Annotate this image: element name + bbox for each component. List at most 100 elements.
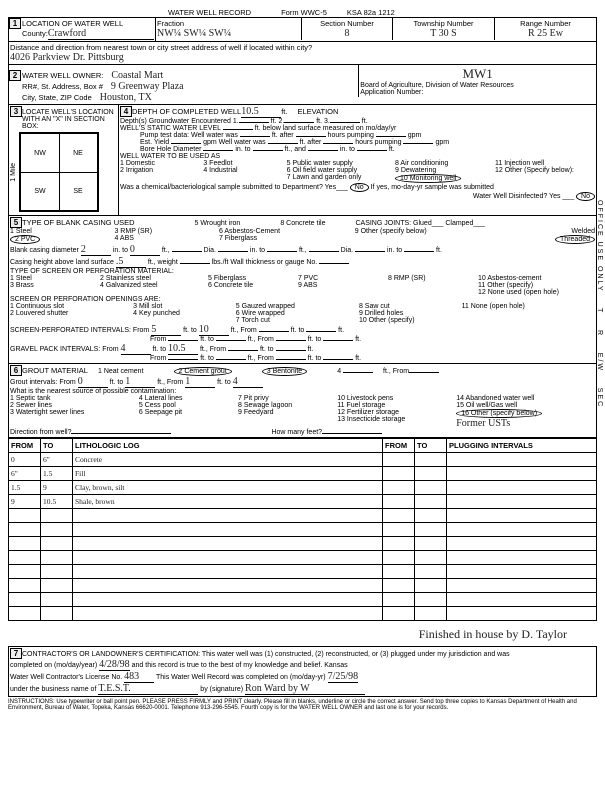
s7[interactable]: 7 PVC: [298, 275, 388, 282]
owner-value[interactable]: Coastal Mart: [111, 70, 163, 81]
o2[interactable]: 2 Louvered shutter: [10, 310, 133, 317]
u5[interactable]: 5 Public water supply: [287, 160, 395, 167]
p7[interactable]: 7 Pit privy: [238, 395, 337, 402]
lic-value[interactable]: 483: [124, 671, 154, 683]
to-value[interactable]: 0: [130, 244, 160, 256]
o3[interactable]: 3 Mill slot: [133, 303, 236, 310]
s4[interactable]: 4 Galvanized steel: [100, 282, 208, 289]
p16-val[interactable]: Former USTs: [456, 418, 595, 429]
p1[interactable]: 1 Septic tank: [10, 395, 139, 402]
u6[interactable]: 6 Oil field water supply: [287, 167, 395, 174]
p12[interactable]: 12 Fertilizer storage: [337, 409, 456, 416]
s11[interactable]: 11 Other (specify): [478, 282, 595, 289]
threaded[interactable]: Threaded: [555, 235, 595, 244]
c3[interactable]: 3 RMP (SR): [114, 228, 218, 235]
p15[interactable]: 15 Oil well/Gas well: [456, 402, 595, 409]
c1[interactable]: 1 Steel: [10, 228, 114, 235]
gravel-to1[interactable]: 10.5: [168, 343, 198, 355]
c5[interactable]: 5 Wrought iron: [195, 220, 241, 227]
s3[interactable]: 3 Brass: [10, 282, 100, 289]
o8[interactable]: 8 Saw cut: [359, 303, 462, 310]
s2[interactable]: 2 Stainless steel: [100, 275, 208, 282]
city-value[interactable]: Houston, TX: [100, 92, 152, 103]
o4[interactable]: 4 Key punched: [133, 310, 236, 317]
s9[interactable]: 9 ABS: [298, 282, 388, 289]
section-box[interactable]: NW NE SW SE: [19, 132, 99, 212]
p13[interactable]: 13 Insecticide storage: [337, 416, 456, 423]
s5[interactable]: 5 Fiberglass: [208, 275, 298, 282]
u4[interactable]: 4 Industrial: [203, 167, 286, 174]
sig-value[interactable]: Ron Ward by W: [245, 683, 365, 695]
u9[interactable]: 9 Dewatering: [395, 167, 495, 174]
township-label: Township Number: [394, 19, 493, 28]
c9[interactable]: 9 Other (specify below): [355, 228, 491, 235]
p2[interactable]: 2 Sewer lines: [10, 402, 139, 409]
u10[interactable]: 10 Monitoring well: [395, 174, 461, 183]
p9[interactable]: 9 Feedyard: [238, 409, 337, 416]
g1[interactable]: 1 Neat cement: [98, 368, 144, 375]
p5[interactable]: 5 Cess pool: [139, 402, 238, 409]
lic-label: Water Well Contractor's License No.: [10, 674, 122, 681]
c4[interactable]: 4 ABS: [114, 235, 218, 242]
s12[interactable]: 12 None used (open hole): [478, 289, 595, 296]
disinfect-no[interactable]: No: [576, 192, 595, 201]
range-value[interactable]: R 25 Ew: [496, 28, 595, 39]
dist-value[interactable]: 4026 Parkview Dr. Pittsburg: [10, 52, 124, 63]
c8[interactable]: 8 Concrete tile: [280, 220, 325, 227]
welded[interactable]: Welded: [491, 228, 595, 235]
p3[interactable]: 3 Watertight sewer lines: [10, 409, 139, 416]
p11[interactable]: 11 Fuel storage: [337, 402, 456, 409]
o7[interactable]: 7 Torch cut: [236, 317, 359, 324]
gi-to[interactable]: 1: [125, 376, 155, 388]
gi-to2[interactable]: 4: [233, 376, 263, 388]
table-row: [9, 607, 597, 621]
u7[interactable]: 7 Lawn and garden only: [287, 174, 395, 181]
section-value[interactable]: 8: [303, 28, 391, 39]
height-value[interactable]: .5: [116, 256, 146, 268]
u8[interactable]: 8 Air conditioning: [395, 160, 495, 167]
county-value[interactable]: Crawford: [48, 28, 154, 40]
c2[interactable]: 2 PVC: [10, 235, 40, 244]
gi-from2[interactable]: 1: [185, 376, 215, 388]
rec-compl-value[interactable]: 7/25/98: [328, 671, 359, 683]
s6[interactable]: 6 Concrete tile: [208, 282, 298, 289]
p10[interactable]: 10 Livestock pens: [337, 395, 456, 402]
diam-value[interactable]: 2: [81, 244, 111, 256]
g2[interactable]: 2 Cement grout: [174, 367, 232, 376]
u1[interactable]: 1 Domestic: [120, 160, 203, 167]
u3[interactable]: 3 Feedlot: [203, 160, 286, 167]
c6[interactable]: 6 Asbestos-Cement: [219, 228, 355, 235]
p8[interactable]: 8 Sewage lagoon: [238, 402, 337, 409]
p14[interactable]: 14 Abandoned water well: [456, 395, 595, 402]
addr-value[interactable]: 9 Greenway Plaza: [111, 81, 184, 92]
c7[interactable]: 7 Fiberglass: [219, 235, 355, 242]
township-value[interactable]: T 30 S: [394, 28, 493, 39]
gi-from[interactable]: 0: [78, 376, 108, 388]
u12[interactable]: 12 Other (Specify below):: [495, 167, 595, 174]
o11[interactable]: 11 None (open hole): [462, 303, 595, 310]
u2[interactable]: 2 Irrigation: [120, 167, 203, 174]
p16[interactable]: 16 Other (specify below): [456, 409, 542, 418]
o9[interactable]: 9 Drilled holes: [359, 310, 462, 317]
o1[interactable]: 1 Continuous slot: [10, 303, 133, 310]
compl-value[interactable]: 4/28/98: [99, 659, 130, 671]
p6[interactable]: 6 Seepage pit: [139, 409, 238, 416]
o10[interactable]: 10 Other (specify): [359, 317, 462, 324]
s10[interactable]: 10 Asbestos-cement: [478, 275, 595, 282]
perf-to1[interactable]: 10: [199, 324, 229, 336]
s8[interactable]: 8 RMP (SR): [388, 275, 478, 282]
s1[interactable]: 1 Steel: [10, 275, 100, 282]
bus-value[interactable]: T.E.S.T.: [98, 683, 198, 695]
perf-from1[interactable]: 5: [151, 324, 181, 336]
gravel-from1[interactable]: 4: [121, 343, 151, 355]
u11[interactable]: 11 Injection well: [495, 160, 595, 167]
depth-value[interactable]: 10.5: [241, 106, 281, 118]
g3[interactable]: 3 Bentonite: [262, 367, 307, 376]
o6[interactable]: 6 Wire wrapped: [236, 310, 359, 317]
table-row: [9, 579, 597, 593]
log-hdr-to: TO: [41, 439, 73, 453]
fraction-value[interactable]: NW¼ SW¼ SW¼: [157, 28, 300, 39]
p4[interactable]: 4 Lateral lines: [139, 395, 238, 402]
chem-no[interactable]: No: [350, 183, 369, 192]
o5[interactable]: 5 Gauzed wrapped: [236, 303, 359, 310]
